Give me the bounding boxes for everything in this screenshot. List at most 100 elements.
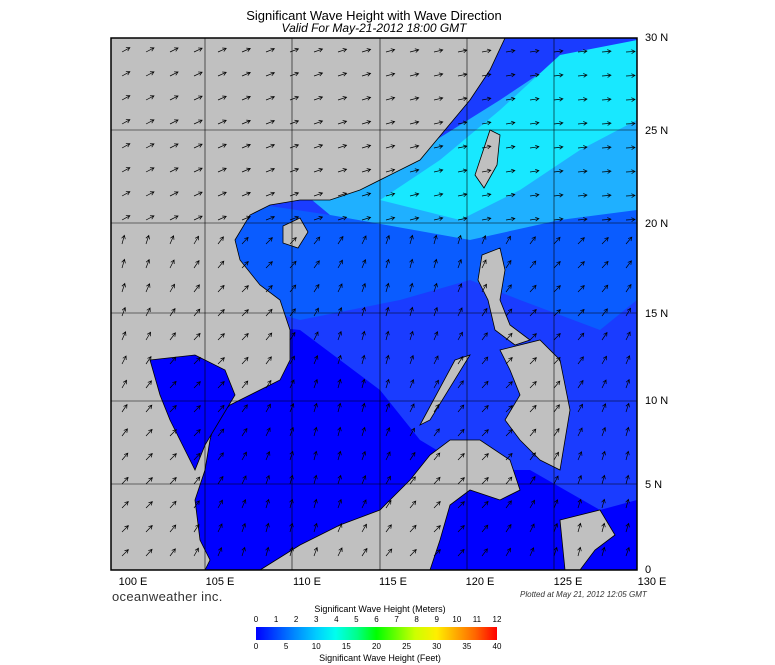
wave-arrow xyxy=(553,499,559,509)
wave-arrow xyxy=(433,168,444,173)
wave-arrow xyxy=(313,192,324,197)
wave-arrow xyxy=(361,523,367,533)
wave-arrow xyxy=(289,498,294,509)
wave-arrow xyxy=(313,402,318,413)
lat-label: 5 N xyxy=(645,479,663,491)
wave-arrow xyxy=(265,71,276,77)
wave-arrow xyxy=(409,548,417,557)
wave-arrow xyxy=(433,403,440,413)
wave-arrow xyxy=(481,429,489,437)
wave-arrow xyxy=(385,96,396,101)
wave-arrow xyxy=(313,168,324,173)
wave-arrow xyxy=(337,144,348,149)
meters-tick: 1 xyxy=(273,615,279,624)
wave-arrow xyxy=(601,426,607,437)
wave-arrow xyxy=(625,450,630,461)
wave-arrow xyxy=(625,260,632,269)
wave-arrow xyxy=(193,332,201,341)
wave-arrow xyxy=(217,71,227,77)
wave-arrow xyxy=(289,522,294,533)
wave-arrow xyxy=(577,427,583,437)
wave-arrow xyxy=(433,258,438,269)
meters-tick: 10 xyxy=(452,615,462,624)
wave-arrow xyxy=(433,549,441,557)
wave-arrow xyxy=(145,404,153,413)
wave-arrow xyxy=(193,119,203,125)
wave-arrow xyxy=(217,475,224,485)
wave-arrow xyxy=(529,523,535,533)
wave-arrow xyxy=(265,474,271,485)
wave-arrow xyxy=(361,192,372,197)
wave-arrow xyxy=(409,427,415,437)
wave-arrow xyxy=(241,404,248,413)
wave-arrow xyxy=(169,47,179,53)
wave-arrow xyxy=(409,330,414,341)
wave-arrow xyxy=(433,234,438,245)
wave-arrow xyxy=(577,193,588,198)
wave-arrow xyxy=(601,217,612,222)
wave-arrow xyxy=(217,333,225,341)
wave-arrow xyxy=(481,235,487,245)
wave-arrow xyxy=(241,427,248,437)
wave-arrow xyxy=(217,404,225,413)
wave-arrow xyxy=(385,306,390,317)
wave-arrow xyxy=(457,307,463,317)
wave-arrow xyxy=(361,354,366,365)
meters-tick: 0 xyxy=(253,615,259,624)
wave-arrow xyxy=(337,168,348,173)
wave-arrow xyxy=(265,261,273,269)
wave-arrow xyxy=(625,145,636,150)
wave-arrow xyxy=(601,450,606,461)
wave-arrow xyxy=(313,96,324,101)
wave-arrow xyxy=(169,476,177,485)
wave-arrow xyxy=(337,402,342,413)
wave-arrow xyxy=(337,426,342,437)
wave-arrow xyxy=(337,120,348,125)
wave-arrow xyxy=(601,145,612,150)
wave-arrow xyxy=(457,331,463,341)
meters-tick: 4 xyxy=(334,615,339,624)
wave-arrow xyxy=(433,192,444,197)
wave-arrow xyxy=(145,167,155,173)
wave-arrow xyxy=(553,145,564,150)
wave-arrow xyxy=(289,355,295,365)
wave-arrow xyxy=(217,357,225,365)
wave-arrow xyxy=(553,73,564,78)
wave-arrow xyxy=(481,259,487,269)
feet-tick: 5 xyxy=(283,642,289,651)
wave-arrow xyxy=(361,306,366,317)
lon-label: 100 E xyxy=(118,576,148,588)
feet-tick: 35 xyxy=(462,642,472,651)
wave-arrow xyxy=(289,450,294,461)
wave-arrow xyxy=(409,234,414,245)
wave-arrow xyxy=(481,192,492,198)
wave-arrow xyxy=(553,121,564,126)
wave-arrow xyxy=(505,284,512,293)
wave-arrow xyxy=(121,403,128,413)
wave-arrow xyxy=(385,499,392,509)
wave-arrow xyxy=(265,47,276,53)
wave-arrow xyxy=(121,355,127,365)
wave-arrow xyxy=(265,522,270,533)
wave-arrow xyxy=(313,331,319,341)
wave-arrow xyxy=(265,191,276,197)
wave-arrow xyxy=(337,354,342,365)
wave-arrow xyxy=(217,309,225,317)
wave-arrow xyxy=(481,72,492,78)
wave-arrow xyxy=(553,285,561,293)
wave-arrow xyxy=(505,332,513,341)
wave-arrow xyxy=(577,97,588,102)
wave-arrow xyxy=(553,309,561,317)
wave-arrow xyxy=(169,453,177,461)
wave-arrow xyxy=(241,475,247,485)
wave-arrow xyxy=(505,192,516,198)
wave-arrow xyxy=(121,549,129,557)
wave-arrow xyxy=(625,426,630,437)
meters-tick: 2 xyxy=(293,615,299,624)
feet-tick: 0 xyxy=(253,642,259,651)
wave-arrow xyxy=(289,95,300,101)
wave-arrow xyxy=(457,283,463,293)
wave-arrow xyxy=(601,73,612,78)
wave-arrow xyxy=(481,404,489,413)
